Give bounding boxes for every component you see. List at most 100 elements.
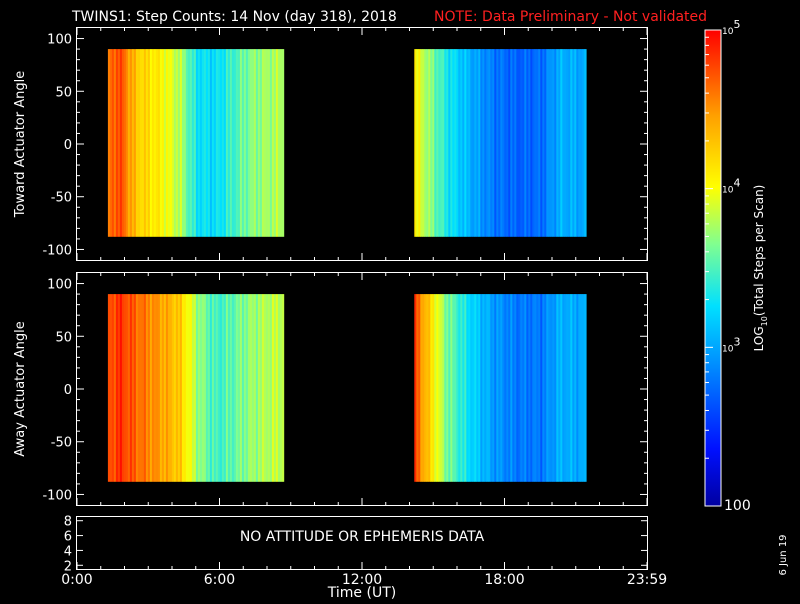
away-heatmap-column [574, 294, 577, 482]
toward-heatmap-column [167, 49, 171, 237]
away-heatmap-column [145, 294, 149, 482]
toward-heatmap-column [185, 49, 189, 237]
away-heatmap-column [460, 294, 463, 482]
toward-heatmap-column [131, 49, 135, 237]
toward-heatmap-column [143, 49, 147, 237]
away-heatmap-column [526, 294, 529, 482]
away-heatmap-column [496, 294, 499, 482]
toward-heatmap-column [227, 49, 231, 237]
away-heatmap-column [129, 294, 133, 482]
toward-heatmap-column [464, 49, 467, 237]
away-heatmap-column [454, 294, 457, 482]
away-heatmap-column [127, 294, 131, 482]
toward-heatmap-column [466, 49, 469, 237]
toward-heatmap-column [191, 49, 195, 237]
away-heatmap-column [163, 294, 167, 482]
away-heatmap-column [490, 294, 493, 482]
ephemeris-ytick-label: 8 [64, 515, 72, 530]
toward-heatmap-column [137, 49, 141, 237]
away-heatmap-column [474, 294, 477, 482]
away-heatmap-column [221, 294, 225, 482]
away-heatmap-column [115, 294, 119, 482]
toward-heatmap-column [239, 49, 243, 237]
toward-heatmap-column [179, 49, 183, 237]
away-heatmap-column [281, 294, 285, 482]
toward-ytick-label: -50 [51, 191, 72, 206]
toward-heatmap-column [572, 49, 575, 237]
toward-heatmap-column [562, 49, 565, 237]
away-heatmap-column [273, 294, 277, 482]
toward-heatmap-column [261, 49, 265, 237]
away-heatmap-column [245, 294, 249, 482]
away-heatmap-column [213, 294, 217, 482]
toward-heatmap-column [554, 49, 557, 237]
toward-heatmap-column [506, 49, 509, 237]
away-heatmap-column [416, 294, 419, 482]
away-heatmap-column [542, 294, 545, 482]
toward-heatmap-column [524, 49, 527, 237]
toward-heatmap-column [536, 49, 539, 237]
toward-heatmap-column [488, 49, 491, 237]
toward-heatmap-column [470, 49, 473, 237]
toward-heatmap-column [217, 49, 221, 237]
toward-heatmap-column [221, 49, 225, 237]
away-heatmap-column [211, 294, 215, 482]
away-heatmap-column [548, 294, 551, 482]
toward-heatmap-column [566, 49, 569, 237]
toward-heatmap-column [580, 49, 583, 237]
toward-heatmap-column [121, 49, 125, 237]
away-heatmap-column [231, 294, 235, 482]
away-heatmap-column [486, 294, 489, 482]
toward-heatmap-column [538, 49, 541, 237]
toward-heatmap-column [153, 49, 157, 237]
away-heatmap-column [235, 294, 239, 482]
away-ytick-label: -100 [42, 488, 72, 503]
away-ytick-label: -50 [51, 436, 72, 451]
toward-heatmap-column [434, 49, 437, 237]
toward-heatmap-column [107, 49, 111, 237]
toward-heatmap-column [560, 49, 563, 237]
away-heatmap-column [568, 294, 571, 482]
away-heatmap-column [492, 294, 495, 482]
away-heatmap-column [516, 294, 519, 482]
away-heatmap-column [279, 294, 283, 482]
toward-heatmap-column [490, 49, 493, 237]
toward-heatmap-column [247, 49, 251, 237]
toward-heatmap-column [530, 49, 533, 237]
toward-heatmap-column [478, 49, 481, 237]
toward-heatmap-column [139, 49, 143, 237]
toward-heatmap-column [269, 49, 273, 237]
away-heatmap-column [131, 294, 135, 482]
away-heatmap-column [446, 294, 449, 482]
toward-heatmap-column [450, 49, 453, 237]
toward-heatmap-column [422, 49, 425, 237]
away-heatmap-column [418, 294, 421, 482]
toward-heatmap-column [460, 49, 463, 237]
away-heatmap-column [121, 294, 125, 482]
away-heatmap-column [109, 294, 113, 482]
toward-heatmap-column [456, 49, 459, 237]
toward-heatmap-column [123, 49, 127, 237]
away-heatmap-column [430, 294, 433, 482]
away-heatmap-column [426, 294, 429, 482]
toward-heatmap-column [127, 49, 131, 237]
colorbar-tick-label: 103 [722, 335, 740, 354]
toward-heatmap-column [157, 49, 161, 237]
away-heatmap-column [502, 294, 505, 482]
toward-heatmap-column [117, 49, 121, 237]
away-heatmap-column [243, 294, 247, 482]
toward-heatmap-column [249, 49, 253, 237]
away-heatmap-column [448, 294, 451, 482]
away-heatmap-column [189, 294, 193, 482]
away-ytick-label: 0 [64, 383, 72, 398]
away-heatmap-column [229, 294, 233, 482]
away-heatmap-column [153, 294, 157, 482]
away-heatmap-column [195, 294, 199, 482]
toward-heatmap-column [257, 49, 261, 237]
toward-heatmap-column [532, 49, 535, 237]
toward-heatmap-column [129, 49, 133, 237]
away-heatmap-column [225, 294, 229, 482]
toward-heatmap-column [177, 49, 181, 237]
toward-heatmap-column [141, 49, 145, 237]
